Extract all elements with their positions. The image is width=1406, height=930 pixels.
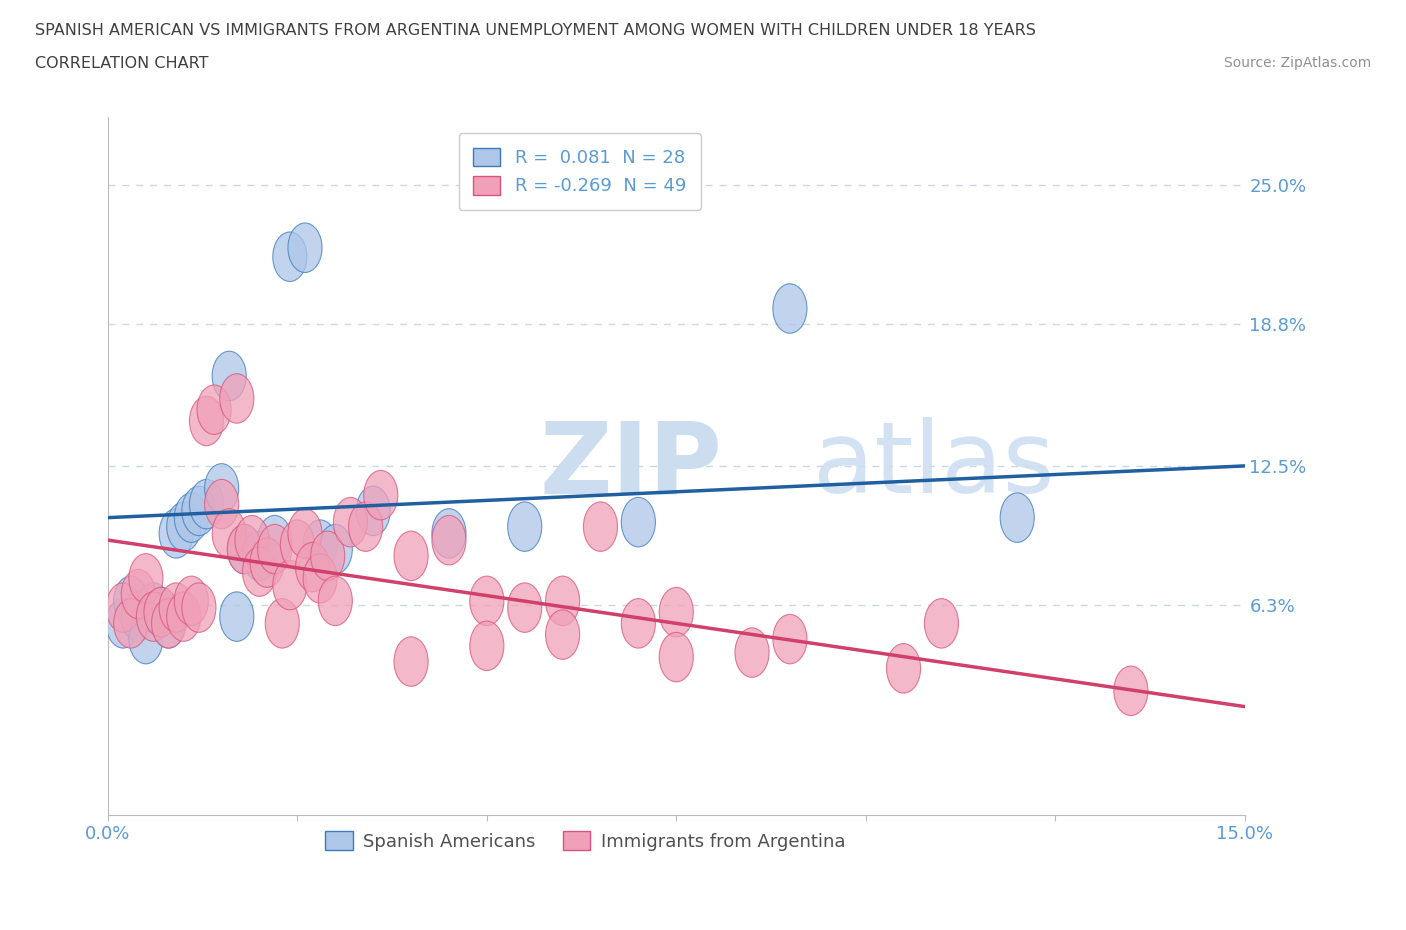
- Text: ZIP: ZIP: [540, 418, 723, 514]
- Ellipse shape: [288, 223, 322, 272]
- Ellipse shape: [273, 232, 307, 282]
- Ellipse shape: [659, 588, 693, 637]
- Ellipse shape: [212, 509, 246, 558]
- Ellipse shape: [273, 561, 307, 610]
- Ellipse shape: [136, 591, 170, 642]
- Ellipse shape: [266, 599, 299, 648]
- Ellipse shape: [470, 576, 503, 626]
- Ellipse shape: [546, 610, 579, 659]
- Ellipse shape: [304, 553, 337, 604]
- Ellipse shape: [280, 520, 315, 569]
- Ellipse shape: [105, 583, 141, 632]
- Legend: Spanish Americans, Immigrants from Argentina: Spanish Americans, Immigrants from Argen…: [318, 824, 852, 857]
- Ellipse shape: [364, 471, 398, 520]
- Ellipse shape: [394, 531, 427, 580]
- Ellipse shape: [773, 615, 807, 664]
- Ellipse shape: [508, 583, 541, 632]
- Ellipse shape: [311, 531, 344, 580]
- Ellipse shape: [318, 525, 353, 574]
- Ellipse shape: [432, 509, 465, 558]
- Ellipse shape: [257, 525, 291, 574]
- Ellipse shape: [129, 553, 163, 604]
- Text: CORRELATION CHART: CORRELATION CHART: [35, 56, 208, 71]
- Ellipse shape: [174, 493, 208, 542]
- Ellipse shape: [129, 615, 163, 664]
- Ellipse shape: [887, 644, 921, 693]
- Ellipse shape: [1000, 493, 1035, 542]
- Ellipse shape: [219, 374, 254, 423]
- Ellipse shape: [114, 599, 148, 648]
- Ellipse shape: [167, 591, 201, 642]
- Text: Source: ZipAtlas.com: Source: ZipAtlas.com: [1223, 56, 1371, 70]
- Ellipse shape: [219, 591, 254, 642]
- Ellipse shape: [114, 576, 148, 626]
- Ellipse shape: [432, 515, 465, 565]
- Ellipse shape: [235, 515, 269, 565]
- Text: SPANISH AMERICAN VS IMMIGRANTS FROM ARGENTINA UNEMPLOYMENT AMONG WOMEN WITH CHIL: SPANISH AMERICAN VS IMMIGRANTS FROM ARGE…: [35, 23, 1036, 38]
- Ellipse shape: [181, 486, 217, 536]
- Ellipse shape: [659, 632, 693, 682]
- Ellipse shape: [288, 509, 322, 558]
- Ellipse shape: [159, 583, 193, 632]
- Ellipse shape: [295, 542, 329, 591]
- Ellipse shape: [205, 479, 239, 529]
- Ellipse shape: [228, 525, 262, 574]
- Ellipse shape: [349, 502, 382, 551]
- Ellipse shape: [181, 583, 217, 632]
- Ellipse shape: [152, 599, 186, 648]
- Ellipse shape: [318, 576, 353, 626]
- Ellipse shape: [1114, 666, 1147, 715]
- Ellipse shape: [508, 502, 541, 551]
- Ellipse shape: [333, 498, 367, 547]
- Ellipse shape: [394, 637, 427, 686]
- Ellipse shape: [470, 621, 503, 671]
- Ellipse shape: [583, 502, 617, 551]
- Ellipse shape: [250, 538, 284, 588]
- Text: atlas: atlas: [813, 418, 1054, 514]
- Ellipse shape: [546, 576, 579, 626]
- Ellipse shape: [242, 547, 277, 596]
- Ellipse shape: [152, 599, 186, 648]
- Ellipse shape: [257, 515, 291, 565]
- Ellipse shape: [121, 591, 155, 642]
- Ellipse shape: [159, 509, 193, 558]
- Ellipse shape: [212, 352, 246, 401]
- Ellipse shape: [621, 599, 655, 648]
- Ellipse shape: [228, 525, 262, 574]
- Ellipse shape: [205, 464, 239, 513]
- Ellipse shape: [924, 599, 959, 648]
- Ellipse shape: [121, 569, 155, 618]
- Ellipse shape: [190, 396, 224, 445]
- Ellipse shape: [242, 531, 277, 580]
- Ellipse shape: [105, 599, 141, 648]
- Ellipse shape: [304, 520, 337, 569]
- Ellipse shape: [356, 486, 391, 536]
- Ellipse shape: [773, 284, 807, 333]
- Ellipse shape: [167, 502, 201, 551]
- Ellipse shape: [136, 583, 170, 632]
- Ellipse shape: [174, 576, 208, 626]
- Ellipse shape: [197, 385, 231, 434]
- Ellipse shape: [143, 588, 179, 637]
- Ellipse shape: [143, 588, 179, 637]
- Ellipse shape: [621, 498, 655, 547]
- Ellipse shape: [735, 628, 769, 677]
- Ellipse shape: [190, 479, 224, 529]
